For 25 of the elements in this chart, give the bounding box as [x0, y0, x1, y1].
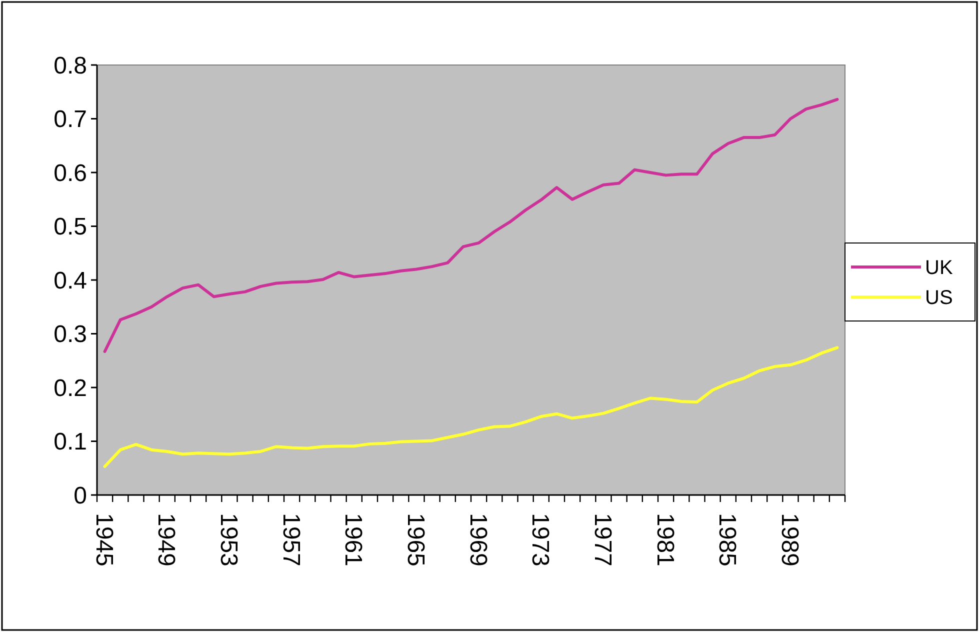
y-tick-label: 0.5	[54, 214, 87, 241]
legend-label: US	[925, 287, 953, 309]
x-tick-label: 1973	[526, 513, 554, 566]
x-tick-label: 1953	[215, 513, 242, 566]
y-tick-label: 0.2	[54, 374, 87, 402]
y-tick-label: 0.6	[54, 160, 87, 187]
y-tick-label: 0.1	[54, 428, 87, 456]
x-tick-label: 1961	[340, 513, 367, 566]
x-tick-label: 1969	[464, 513, 492, 566]
x-tick-label: 1957	[277, 513, 304, 566]
y-tick-label: 0.4	[54, 267, 87, 294]
x-tick-label: 1981	[651, 513, 678, 566]
legend-label: UK	[925, 257, 954, 279]
x-tick-label: 1977	[589, 513, 616, 566]
x-tick-label: 1949	[152, 513, 180, 566]
line-series	[103, 98, 839, 353]
y-tick-label: 0	[74, 482, 87, 510]
y-tick-label: 0.3	[54, 321, 87, 348]
x-tick-label: 1965	[402, 513, 430, 566]
x-tick-label: 1945	[90, 513, 118, 566]
y-tick-label: 0.7	[54, 106, 87, 134]
x-tick-label: 1989	[776, 513, 804, 566]
x-tick-label: 1985	[714, 513, 741, 566]
line-series	[103, 346, 839, 468]
y-tick-label: 0.8	[54, 52, 87, 80]
